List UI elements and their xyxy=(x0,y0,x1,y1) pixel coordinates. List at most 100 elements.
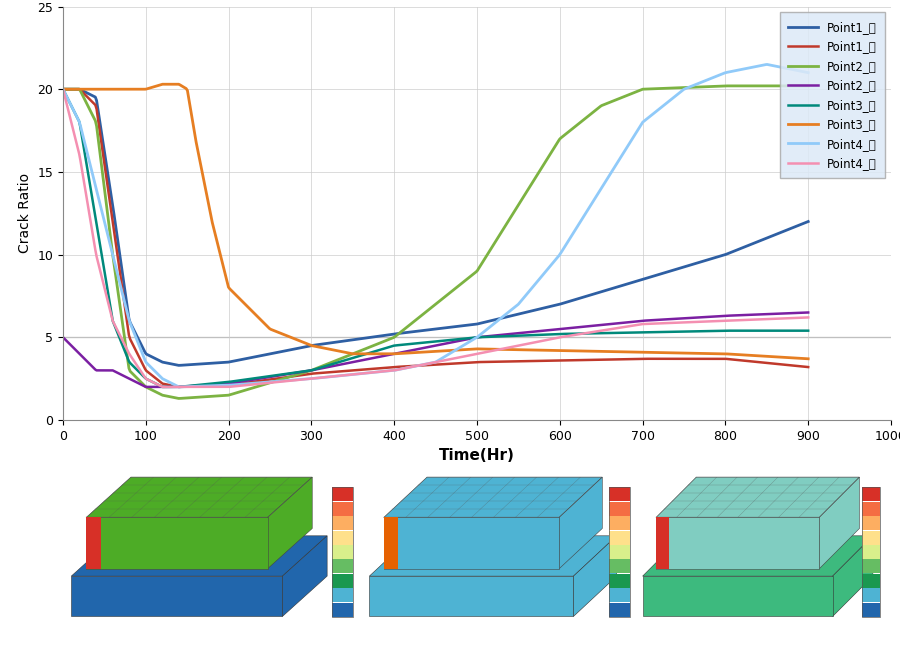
Polygon shape xyxy=(86,477,312,517)
Bar xyxy=(609,588,630,603)
Point2_상 xyxy=(396,328,407,335)
Line: Point2_상: Point2_상 xyxy=(63,86,808,398)
Point3_상 xyxy=(498,332,508,340)
Point1_상 xyxy=(620,281,631,289)
Bar xyxy=(609,488,630,501)
Point3_중 xyxy=(191,138,202,146)
Polygon shape xyxy=(573,536,616,616)
Bar xyxy=(862,502,879,516)
Polygon shape xyxy=(643,536,873,576)
Bar xyxy=(862,603,879,617)
Point4_중 xyxy=(803,313,814,321)
Point1_중 xyxy=(620,356,631,363)
Bar xyxy=(609,530,630,545)
Line: Point3_상: Point3_상 xyxy=(63,89,808,387)
Point1_상 xyxy=(174,361,184,369)
Bar xyxy=(332,574,353,588)
Polygon shape xyxy=(656,477,860,517)
Polygon shape xyxy=(369,576,573,616)
Point2_중 xyxy=(396,348,407,356)
Point2_중 xyxy=(141,383,152,391)
Bar xyxy=(862,487,879,617)
Bar xyxy=(862,588,879,603)
Point3_상 xyxy=(58,85,68,93)
Point3_중 xyxy=(58,85,68,93)
Polygon shape xyxy=(86,517,101,569)
Bar xyxy=(332,530,353,545)
Bar xyxy=(332,588,353,603)
X-axis label: Time(Hr): Time(Hr) xyxy=(439,448,515,463)
Bar xyxy=(862,530,879,545)
Polygon shape xyxy=(71,536,327,576)
Line: Point4_상: Point4_상 xyxy=(63,64,808,387)
Point4_상 xyxy=(250,379,261,387)
Bar xyxy=(332,603,353,617)
Bar xyxy=(862,516,879,530)
Point4_상 xyxy=(58,85,68,93)
Point1_상 xyxy=(803,218,814,226)
Polygon shape xyxy=(383,517,398,569)
Point2_중 xyxy=(803,309,814,317)
Point4_상 xyxy=(175,383,185,391)
Point1_중 xyxy=(498,358,508,365)
Polygon shape xyxy=(71,576,283,616)
Bar xyxy=(332,560,353,573)
Point3_중 xyxy=(158,81,168,88)
Point3_상 xyxy=(556,330,567,338)
Polygon shape xyxy=(832,536,873,616)
Line: Point4_중: Point4_중 xyxy=(63,89,808,387)
Bar xyxy=(332,487,353,617)
Point3_상 xyxy=(620,329,631,337)
Bar xyxy=(609,560,630,573)
Point1_중 xyxy=(556,356,567,364)
Point1_상 xyxy=(396,329,407,337)
Point4_상 xyxy=(803,69,814,77)
Point2_중 xyxy=(620,318,631,326)
Point3_상 xyxy=(803,327,814,335)
Point1_상 xyxy=(250,353,261,361)
Polygon shape xyxy=(369,536,616,576)
Point2_상 xyxy=(250,383,261,391)
Line: Point1_상: Point1_상 xyxy=(63,89,808,365)
Point2_중 xyxy=(556,325,567,333)
Point1_상 xyxy=(58,85,68,93)
Point2_상 xyxy=(721,82,732,90)
Line: Point3_중: Point3_중 xyxy=(63,84,808,359)
Polygon shape xyxy=(656,517,819,569)
Point2_상 xyxy=(556,133,567,141)
Point4_중 xyxy=(191,383,202,391)
Point2_중 xyxy=(498,331,508,339)
Bar xyxy=(862,488,879,501)
Point4_상 xyxy=(556,248,567,255)
Point3_중 xyxy=(396,350,407,358)
Point1_중 xyxy=(250,378,261,385)
Point4_상 xyxy=(396,365,407,373)
Point3_중 xyxy=(620,348,631,356)
Point1_상 xyxy=(191,360,202,368)
Bar xyxy=(862,560,879,573)
Polygon shape xyxy=(86,517,267,569)
Bar xyxy=(332,516,353,530)
Bar xyxy=(609,487,630,617)
Point1_중 xyxy=(191,382,202,390)
Polygon shape xyxy=(559,477,602,569)
Point4_중 xyxy=(396,365,407,373)
Point3_상 xyxy=(191,382,202,389)
Point4_중 xyxy=(498,344,508,352)
Point2_상 xyxy=(58,85,68,93)
Bar xyxy=(332,488,353,501)
Point3_중 xyxy=(250,311,261,318)
Legend: Point1_상, Point1_중, Point2_상, Point2_중, Point3_상, Point3_중, Point4_상, Point4_중: Point1_상, Point1_중, Point2_상, Point2_중, … xyxy=(780,12,885,178)
Polygon shape xyxy=(383,517,559,569)
Point3_중 xyxy=(803,355,814,363)
Bar xyxy=(862,574,879,588)
Polygon shape xyxy=(267,477,312,569)
Point2_상 xyxy=(803,82,814,90)
Point1_중 xyxy=(58,85,68,93)
Polygon shape xyxy=(383,477,602,517)
Point1_상 xyxy=(498,314,508,322)
Point4_중 xyxy=(158,383,168,391)
Point3_상 xyxy=(250,374,261,382)
Point4_중 xyxy=(250,380,261,388)
Point3_중 xyxy=(556,346,567,354)
